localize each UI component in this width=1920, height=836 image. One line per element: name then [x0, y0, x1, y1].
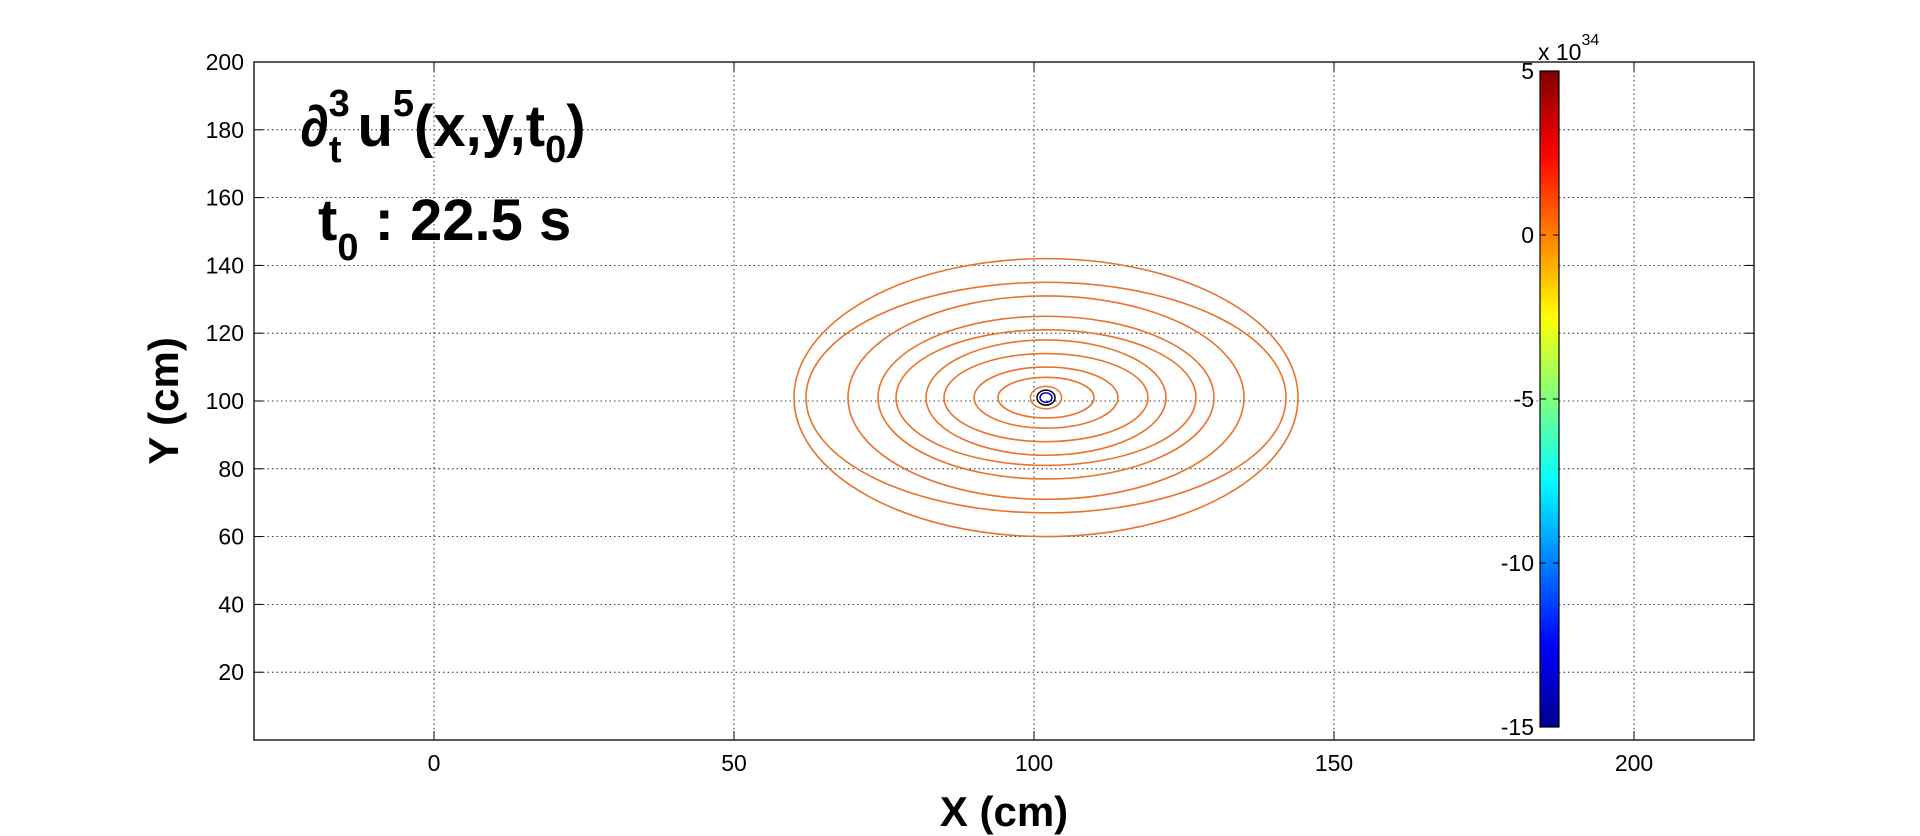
- y-tick-label: 180: [206, 117, 244, 143]
- colorbar-tick-label: 0: [1521, 222, 1534, 248]
- contour-line: [925, 339, 1167, 457]
- contour-line: [895, 329, 1197, 467]
- annotation-operator-sup: 3: [329, 83, 350, 125]
- x-tick-label: 150: [1315, 750, 1353, 776]
- y-tick-label: 80: [218, 456, 244, 482]
- contour-core-ring: [1029, 385, 1063, 410]
- annotation-func: u: [357, 94, 392, 159]
- annotation-func-sup: 5: [393, 83, 414, 125]
- annotation-time-value: : 22.5 s: [358, 188, 571, 253]
- plot-frame: [253, 61, 1755, 741]
- y-tick-label: 140: [206, 252, 244, 278]
- contour-core-ring: [1036, 389, 1056, 406]
- contour-line: [805, 281, 1287, 514]
- y-tick-label: 40: [218, 591, 244, 617]
- colorbar-tick-label: 5: [1521, 58, 1534, 84]
- colorbar-multiplier-exp: 34: [1581, 32, 1599, 49]
- x-tick-label: 0: [428, 750, 441, 776]
- plot-annotation: ∂3 t u5(x,y,t0) t0 : 22.5 s: [300, 83, 586, 269]
- x-axis-label: X (cm): [940, 788, 1068, 835]
- annotation-args-sub: 0: [545, 129, 566, 171]
- y-axis-label: Y (cm): [140, 337, 187, 465]
- annotation-time-var: t: [318, 188, 337, 253]
- colorbar-tick-label: -5: [1514, 386, 1534, 412]
- x-tick-label: 100: [1015, 750, 1053, 776]
- annotation-args-close: ): [566, 94, 585, 159]
- y-tick-label: 120: [206, 320, 244, 346]
- plot-area: [254, 62, 1754, 740]
- y-tick-label: 100: [206, 388, 244, 414]
- annotation-line-2: t0 : 22.5 s: [318, 188, 571, 269]
- contour-line: [973, 366, 1119, 429]
- colorbar: 5 0 -5 -10 -15 x 1034: [1501, 32, 1600, 740]
- contour-line: [847, 295, 1245, 501]
- y-tick-label: 200: [206, 49, 244, 75]
- y-tick-label: 60: [218, 524, 244, 550]
- colorbar-multiplier-base: x 10: [1538, 39, 1581, 65]
- contour-core-ring: [1039, 392, 1053, 404]
- annotation-args-open: (x,y,t: [414, 94, 545, 159]
- contour-lines: [793, 257, 1299, 538]
- colorbar-multiplier: x 1034: [1538, 32, 1599, 65]
- annotation-operator-sub: t: [329, 129, 342, 171]
- annotation-time-sub: 0: [337, 227, 358, 269]
- grid-lines: [254, 61, 1754, 740]
- contour-line: [997, 376, 1095, 419]
- annotation-line-1: ∂3 t u5(x,y,t0): [300, 83, 586, 171]
- colorbar-tick-label: -10: [1501, 550, 1534, 576]
- contour-line: [793, 257, 1299, 538]
- colorbar-tick-label: -15: [1501, 714, 1534, 740]
- x-tick-label: 200: [1615, 750, 1653, 776]
- x-tick-label: 50: [721, 750, 747, 776]
- y-tick-label: 20: [218, 659, 244, 685]
- annotation-operator: ∂: [300, 94, 329, 159]
- y-tick-label: 160: [206, 185, 244, 211]
- colorbar-ticks: 5 0 -5 -10 -15: [1501, 58, 1559, 740]
- contour-line: [877, 315, 1215, 480]
- contour-line: [943, 352, 1149, 443]
